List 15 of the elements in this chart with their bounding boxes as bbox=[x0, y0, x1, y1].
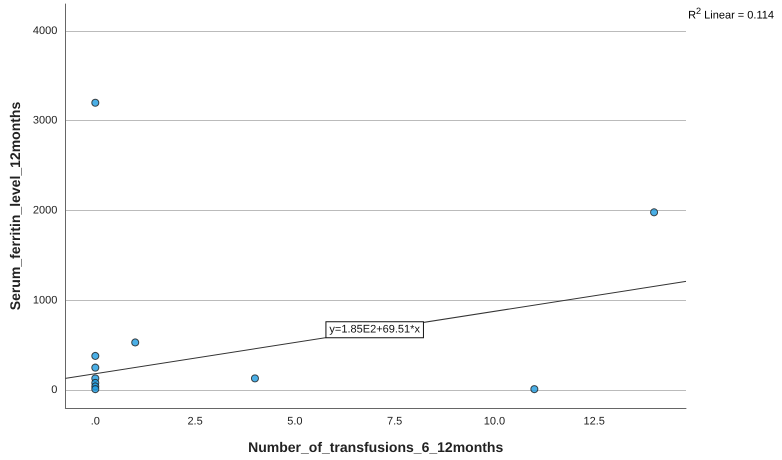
x-tick-label: 2.5 bbox=[187, 416, 203, 428]
y-tick-label: 4000 bbox=[32, 24, 58, 37]
y-tick-label: 0 bbox=[51, 384, 58, 396]
y-axis-title: Serum_ferritin_level_12months bbox=[7, 102, 23, 310]
x-axis-title: Number_of_transfusions_6_12months bbox=[248, 439, 504, 455]
annotation: y=1.85E2+69.51*x bbox=[329, 324, 420, 336]
y-tick-label: 2000 bbox=[32, 204, 58, 216]
x-tick-label: 10.0 bbox=[484, 416, 506, 428]
x-tick-label: 7.5 bbox=[386, 416, 402, 428]
y-tick-label: 1000 bbox=[32, 294, 58, 306]
y-tick-label: 3000 bbox=[32, 114, 58, 127]
text: R$^{2}$ Linear = 0.114 bbox=[688, 6, 774, 22]
x-tick-label: 12.5 bbox=[583, 416, 605, 428]
x-tick-label: 5.0 bbox=[287, 416, 303, 428]
x-tick-label: .0 bbox=[90, 416, 100, 428]
